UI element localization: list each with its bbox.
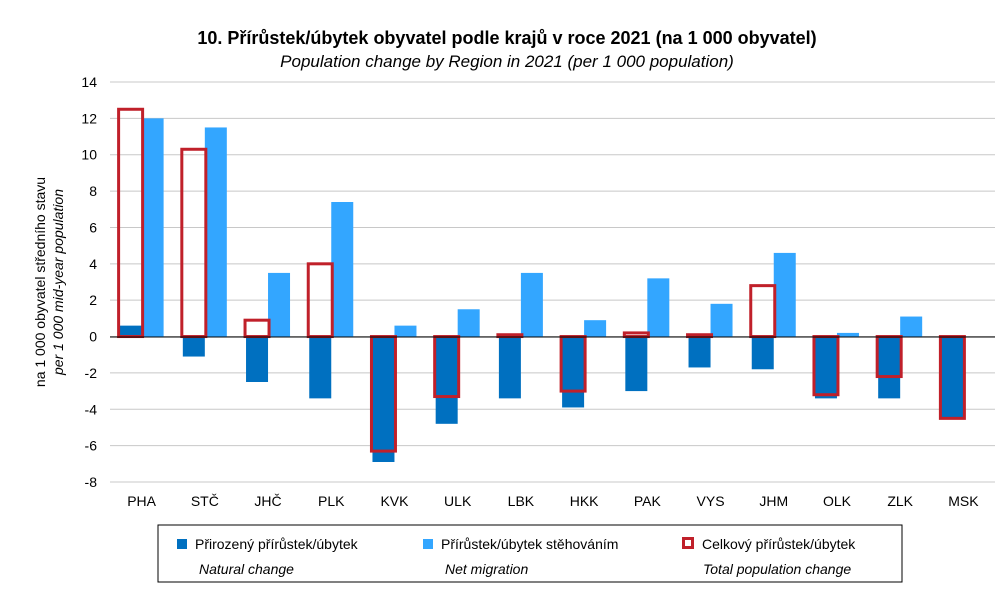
y-tick-label: -8 [85, 474, 98, 490]
x-tick-label: ULK [444, 493, 472, 509]
legend-label-total-en: Total population change [703, 561, 851, 577]
bar-natural-change [119, 325, 142, 337]
y-tick-label: 6 [89, 219, 97, 235]
legend-swatch-natural [177, 539, 187, 549]
bar-natural-change [182, 336, 205, 357]
bar-natural-change [941, 336, 964, 419]
bar-net-migration [331, 202, 354, 337]
bar-net-migration [141, 118, 164, 337]
bar-natural-change [562, 336, 585, 408]
bar-net-migration [268, 272, 291, 337]
y-axis-title-en: per 1 000 mid-year population [50, 189, 66, 376]
x-tick-label: ZLK [887, 493, 913, 509]
y-tick-label: 2 [89, 292, 97, 308]
bar-total-change [243, 318, 271, 339]
x-tick-label: VYS [697, 493, 725, 509]
bar-net-migration [457, 309, 480, 337]
bar-net-migration [520, 272, 543, 337]
bar-total-change [117, 107, 145, 339]
legend-box [157, 524, 903, 583]
y-tick-label: -4 [85, 401, 98, 417]
bar-natural-change [498, 336, 521, 399]
legend-label-natural: Přirozený přírůstek/úbytek [195, 536, 359, 552]
bar-natural-change [435, 336, 458, 424]
bar-net-migration [647, 278, 670, 337]
bar-total-change [749, 284, 777, 339]
chart-subtitle: Population change by Region in 2021 (per… [280, 52, 734, 71]
bar-natural-change [814, 336, 837, 399]
bar-total-change [496, 333, 524, 339]
x-tick-label: HKK [570, 493, 599, 509]
y-tick-label: 8 [89, 183, 97, 199]
x-tick-label: JHČ [254, 493, 281, 509]
bar-net-migration [394, 325, 417, 337]
y-axis-ticks: -8 -6 -4 -2 0 2 4 6 8 10 12 14 [81, 74, 97, 490]
x-tick-label: PAK [634, 493, 662, 509]
gridlines [110, 81, 995, 483]
bar-net-migration [773, 252, 796, 337]
x-tick-label: JHM [759, 493, 788, 509]
bar-natural-change [751, 336, 774, 370]
y-axis-title-cz: na 1 000 obyvatel středního stavu [32, 177, 48, 387]
y-axis-title: na 1 000 obyvatel středního stavu per 1 … [32, 177, 66, 387]
x-tick-label: PHA [127, 493, 156, 509]
x-axis-category-labels: PHA STČ JHČ PLK KVK ULK LBK HKK PAK VYS JHM OLK ZLK M… [127, 493, 979, 509]
legend-label-total: Celkový přírůstek/úbytek [702, 536, 856, 552]
legend-label-migration: Přírůstek/úbytek stěhováním [441, 536, 618, 552]
x-tick-label: LBK [508, 493, 535, 509]
legend-label-natural-en: Natural change [199, 561, 294, 577]
y-tick-label: 0 [89, 329, 97, 345]
bar-natural-change [688, 336, 711, 368]
bar-total-change [622, 331, 650, 339]
bar-natural-change [309, 336, 332, 399]
y-tick-label: -2 [85, 365, 98, 381]
y-tick-label: -6 [85, 438, 98, 454]
x-tick-label: STČ [191, 493, 219, 509]
y-tick-label: 12 [81, 110, 97, 126]
bar-natural-change [878, 336, 901, 399]
bar-net-migration [836, 332, 859, 337]
legend: Přirozený přírůstek/úbytek Natural chang… [157, 524, 903, 583]
bar-net-migration [900, 316, 923, 337]
x-tick-label: OLK [823, 493, 852, 509]
chart-title: 10. Přírůstek/úbytek obyvatel podle kraj… [197, 28, 816, 48]
x-tick-label: KVK [380, 493, 409, 509]
bar-net-migration [584, 320, 607, 337]
bar-net-migration [204, 127, 227, 337]
y-tick-label: 14 [81, 74, 97, 90]
x-tick-label: MSK [948, 493, 979, 509]
legend-label-migration-en: Net migration [445, 561, 528, 577]
bars [117, 107, 986, 462]
y-tick-label: 10 [81, 147, 97, 163]
bar-natural-change [625, 336, 648, 392]
bar-natural-change [246, 336, 269, 382]
bar-total-change [686, 333, 714, 339]
y-tick-label: 4 [89, 256, 97, 272]
bar-net-migration [710, 303, 733, 337]
legend-swatch-migration [423, 539, 433, 549]
legend-swatch-total [682, 537, 694, 549]
bar-natural-change [372, 336, 395, 462]
bar-total-change [180, 147, 208, 339]
x-tick-label: PLK [318, 493, 345, 509]
